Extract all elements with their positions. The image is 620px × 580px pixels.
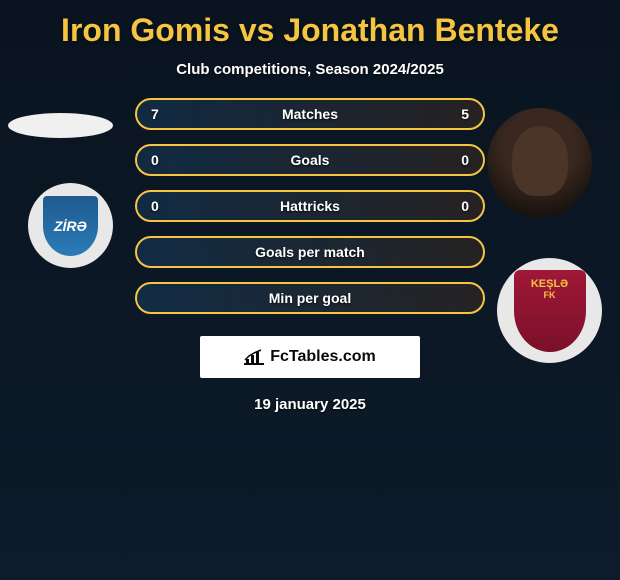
stat-left-value: 0 [151,152,159,168]
stat-label: Goals per match [255,244,365,260]
club-right-shield: KEŞLƏ FK [514,270,586,352]
club-left-logo: ZİRƏ [28,183,113,268]
date-label: 19 january 2025 [0,396,620,413]
chart-icon [244,349,264,365]
subtitle: Club competitions, Season 2024/2025 [0,61,620,78]
stat-row: 0 Hattricks 0 [135,190,485,222]
club-right-logo: KEŞLƏ FK [497,258,602,363]
club-right-sub: FK [544,290,556,300]
stat-right-value: 0 [461,198,469,214]
stat-label: Min per goal [269,290,351,306]
branding-text: FcTables.com [270,348,376,366]
stat-label: Goals [291,152,330,168]
club-right-name: KEŞLƏ [531,278,568,290]
stat-left-value: 0 [151,198,159,214]
player-right-avatar [487,108,592,218]
stat-label: Hattricks [280,198,340,214]
branding-badge: FcTables.com [200,336,420,378]
stats-list: 7 Matches 5 0 Goals 0 0 Hattricks 0 Goals per mat… [135,98,485,314]
stat-row: Goals per match [135,236,485,268]
stat-left-value: 7 [151,106,159,122]
face-placeholder [512,126,568,196]
player-left-avatar [8,113,113,138]
stat-row: Min per goal [135,282,485,314]
stat-row: 0 Goals 0 [135,144,485,176]
club-left-shield: ZİRƏ [43,196,98,256]
content-area: ZİRƏ KEŞLƏ FK 7 Matches 5 0 Goals 0 0 Hattricks… [0,98,620,413]
page-title: Iron Gomis vs Jonathan Benteke [0,0,620,49]
stat-right-value: 0 [461,152,469,168]
stat-label: Matches [282,106,338,122]
stat-right-value: 5 [461,106,469,122]
stat-row: 7 Matches 5 [135,98,485,130]
